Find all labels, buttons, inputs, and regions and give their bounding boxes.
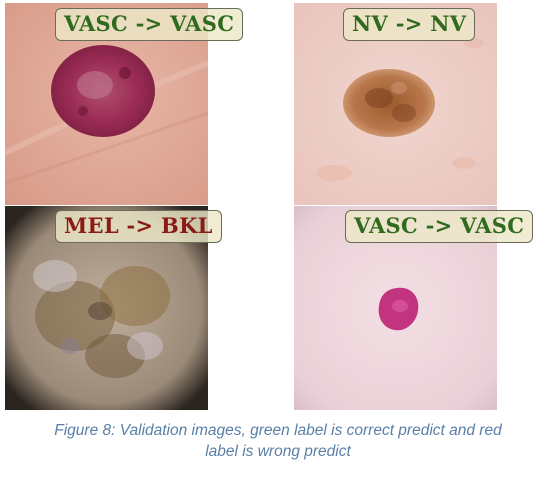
caption-line-2: label is wrong predict xyxy=(205,443,351,460)
prediction-label-bottom-right: VASC -> VASC xyxy=(345,210,534,243)
figure-caption: Figure 8: Validation images, green label… xyxy=(0,420,556,462)
caption-line-1: Figure 8: Validation images, green label… xyxy=(54,422,502,439)
prediction-label-top-left: VASC -> VASC xyxy=(55,8,244,41)
prediction-label-bottom-left: MEL -> BKL xyxy=(55,210,222,243)
prediction-label-top-right: NV -> NV xyxy=(343,8,476,41)
